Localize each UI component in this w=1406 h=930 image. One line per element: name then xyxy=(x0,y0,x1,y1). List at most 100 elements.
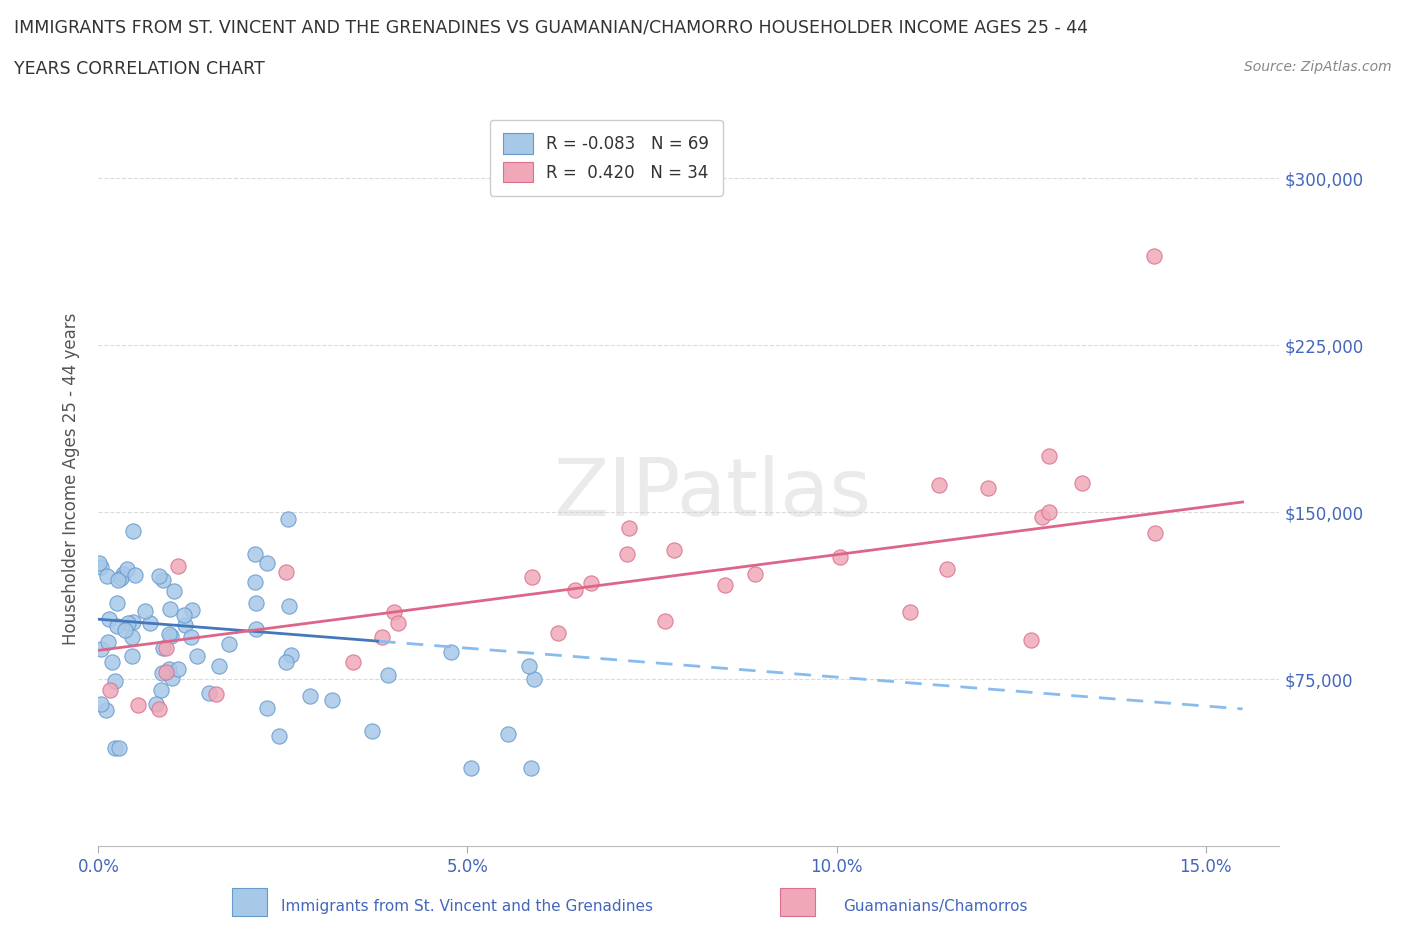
Text: Immigrants from St. Vincent and the Grenadines: Immigrants from St. Vincent and the Gren… xyxy=(281,899,654,914)
Point xyxy=(97,634,120,649)
Point xyxy=(654,613,676,628)
Point xyxy=(100,683,122,698)
Point xyxy=(1019,632,1042,647)
Point xyxy=(157,661,180,676)
Point xyxy=(96,703,118,718)
Point xyxy=(107,740,129,755)
Point xyxy=(936,562,959,577)
Point xyxy=(564,583,586,598)
Point xyxy=(105,595,128,610)
Point xyxy=(460,761,482,776)
Point xyxy=(117,616,139,631)
Point xyxy=(122,524,145,538)
Point xyxy=(134,604,156,618)
Point xyxy=(245,595,267,610)
Point xyxy=(186,648,208,663)
Point xyxy=(127,698,149,712)
Point xyxy=(371,630,394,644)
FancyBboxPatch shape xyxy=(232,888,267,916)
Point xyxy=(1031,510,1053,525)
Point xyxy=(150,683,173,698)
Point xyxy=(90,642,112,657)
Point xyxy=(101,655,124,670)
Point xyxy=(617,520,640,535)
Point xyxy=(181,603,204,618)
Point xyxy=(115,562,138,577)
Point xyxy=(114,622,136,637)
Point xyxy=(276,565,298,579)
Point xyxy=(173,607,195,622)
Point xyxy=(159,628,181,643)
Legend: R = -0.083   N = 69, R =  0.420   N = 34: R = -0.083 N = 69, R = 0.420 N = 34 xyxy=(489,120,723,195)
Point xyxy=(520,761,543,776)
Point xyxy=(1143,249,1166,264)
Point xyxy=(243,547,266,562)
Point xyxy=(110,570,132,585)
Point xyxy=(828,550,851,565)
Point xyxy=(148,701,170,716)
Point xyxy=(522,671,544,686)
Point xyxy=(90,559,112,574)
Point xyxy=(105,618,128,633)
Point xyxy=(150,666,173,681)
Point xyxy=(107,572,129,587)
Point xyxy=(277,599,299,614)
Point xyxy=(152,573,174,588)
Point xyxy=(520,570,543,585)
Point xyxy=(714,578,737,592)
Point xyxy=(547,625,569,640)
Point xyxy=(167,559,190,574)
Text: Guamanians/Chamorros: Guamanians/Chamorros xyxy=(844,899,1028,914)
Point xyxy=(145,697,167,711)
Text: IMMIGRANTS FROM ST. VINCENT AND THE GRENADINES VS GUAMANIAN/CHAMORRO HOUSEHOLDER: IMMIGRANTS FROM ST. VINCENT AND THE GREN… xyxy=(14,19,1088,36)
Point xyxy=(121,630,143,644)
Point xyxy=(173,618,195,632)
Point xyxy=(148,568,170,583)
Point xyxy=(243,575,266,590)
Point xyxy=(121,614,143,629)
Point xyxy=(121,649,143,664)
Point xyxy=(218,637,240,652)
Point xyxy=(1038,504,1060,519)
Point xyxy=(298,688,321,703)
Point xyxy=(155,641,177,656)
Point xyxy=(208,659,231,674)
Point xyxy=(342,655,364,670)
Point xyxy=(98,611,121,626)
Text: YEARS CORRELATION CHART: YEARS CORRELATION CHART xyxy=(14,60,264,78)
Point xyxy=(517,659,540,674)
Point xyxy=(276,655,298,670)
Point xyxy=(387,616,409,631)
Point xyxy=(898,604,921,619)
Point xyxy=(579,576,602,591)
Point xyxy=(928,478,950,493)
Point xyxy=(280,648,302,663)
Point xyxy=(155,664,177,679)
Point xyxy=(198,685,221,700)
Point xyxy=(96,568,118,583)
Point xyxy=(256,556,278,571)
Y-axis label: Householder Income Ages 25 - 44 years: Householder Income Ages 25 - 44 years xyxy=(62,312,80,645)
Point xyxy=(269,728,291,743)
Point xyxy=(976,480,998,495)
Text: ZIPatlas: ZIPatlas xyxy=(554,455,872,533)
Point xyxy=(180,630,202,644)
Point xyxy=(256,700,278,715)
Point xyxy=(377,667,399,682)
Point xyxy=(440,644,463,659)
Point xyxy=(204,686,226,701)
Point xyxy=(157,627,180,642)
Point xyxy=(382,604,405,619)
Point xyxy=(1038,448,1060,463)
Point xyxy=(496,726,519,741)
Point xyxy=(166,661,188,676)
Point xyxy=(90,697,112,711)
Point xyxy=(361,724,384,738)
Point xyxy=(112,567,135,582)
Point xyxy=(245,621,267,636)
Point xyxy=(321,692,343,707)
Point xyxy=(744,567,766,582)
Point xyxy=(1143,525,1166,540)
Point xyxy=(152,640,174,655)
Point xyxy=(104,674,127,689)
